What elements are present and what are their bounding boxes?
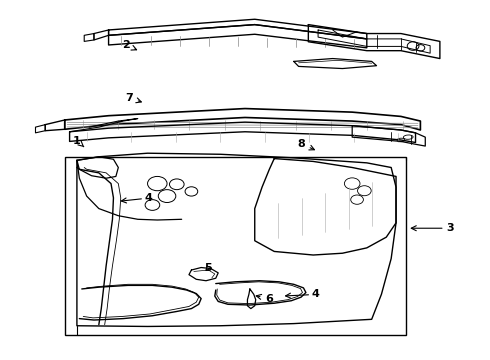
Bar [65,157,406,336]
Text: 1: 1 [73,136,84,147]
Text: 4: 4 [312,289,319,299]
Text: 5: 5 [205,262,212,273]
Text: 2: 2 [122,40,137,50]
Text: 7: 7 [125,93,141,103]
Text: 8: 8 [297,139,315,150]
Text: 3: 3 [446,223,453,233]
Text: 4: 4 [145,193,152,203]
Text: 6: 6 [256,294,273,303]
